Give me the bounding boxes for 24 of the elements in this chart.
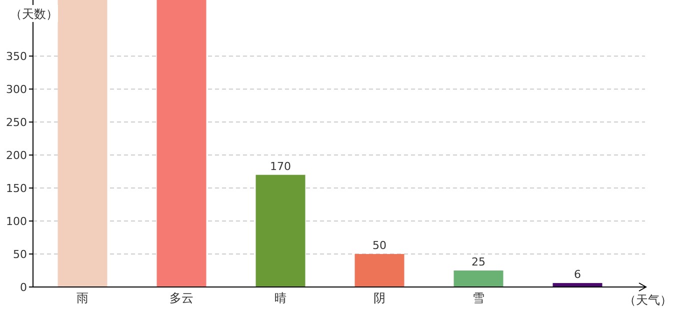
data-label: 50 xyxy=(372,239,386,252)
bar xyxy=(256,174,306,287)
x-tick-label: 晴 xyxy=(274,291,286,305)
y-axis-title: （天数） xyxy=(10,7,58,21)
x-tick-label: 雨 xyxy=(76,291,88,305)
y-tick-label: 250 xyxy=(6,116,27,129)
data-label: 170 xyxy=(270,160,291,173)
x-tick-label: 阴 xyxy=(374,291,386,305)
y-tick-label: 350 xyxy=(6,50,27,63)
y-tick-label: 0 xyxy=(20,280,27,294)
data-label: 6 xyxy=(574,268,581,282)
x-tick-label: 雪 xyxy=(472,291,484,305)
x-axis-title: （天气） xyxy=(624,293,672,307)
x-tick-label: 多云 xyxy=(170,291,194,305)
data-label: 25 xyxy=(472,256,486,269)
bar xyxy=(58,0,108,287)
y-tick-label: 200 xyxy=(6,148,27,162)
bar xyxy=(454,270,504,287)
y-tick-label: 150 xyxy=(6,182,27,195)
y-tick-label: 100 xyxy=(6,214,27,228)
y-tick-label: 300 xyxy=(6,82,27,96)
bar xyxy=(156,0,206,287)
bar xyxy=(354,254,404,287)
y-tick-label: 50 xyxy=(13,248,27,261)
